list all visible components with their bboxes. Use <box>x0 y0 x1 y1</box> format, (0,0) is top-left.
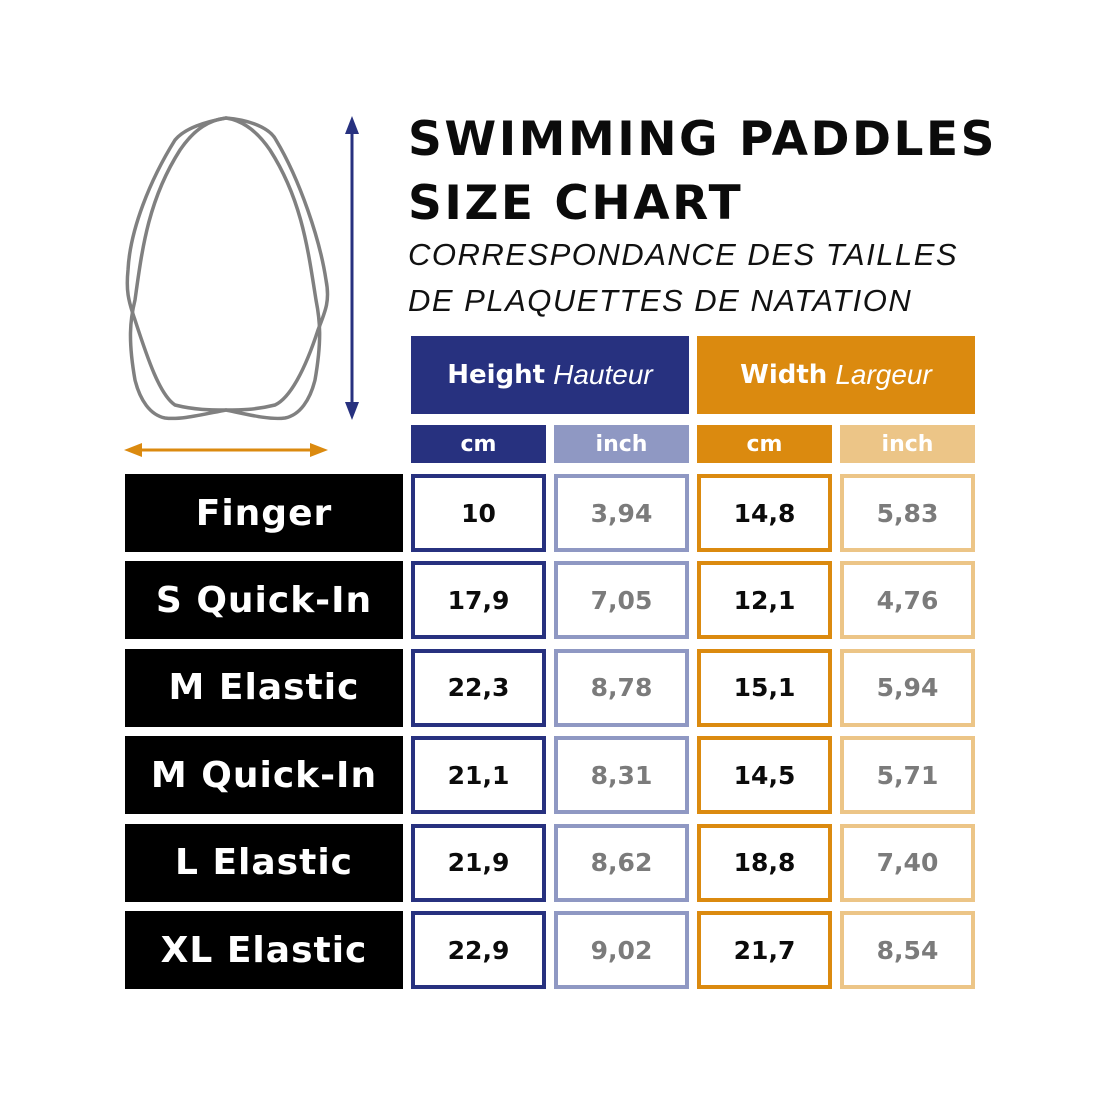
cell-width-inch: 4,76 <box>840 561 975 640</box>
header-height-fr: Hauteur <box>553 359 653 390</box>
size-label: Finger <box>125 474 403 552</box>
cell-height-cm: 22,9 <box>411 911 546 989</box>
cell-width-cm: 18,8 <box>697 823 832 902</box>
paddle-outline-icon <box>125 116 322 421</box>
cell-width-cm: 14,5 <box>697 736 832 815</box>
cell-width-cm: 14,8 <box>697 474 832 552</box>
cell-height-cm: 22,3 <box>411 648 546 727</box>
cell-width-cm: 12,1 <box>697 561 832 640</box>
cell-height-cm: 10 <box>411 474 546 552</box>
chart-subtitle: CORRESPONDANCE DES TAILLES DE PLAQUETTES… <box>408 232 958 324</box>
cell-height-inch: 8,78 <box>554 648 689 727</box>
subtitle-line: DE PLAQUETTES DE NATATION <box>408 283 913 318</box>
size-label: M Quick-In <box>125 736 403 815</box>
chart-title: SWIMMING PADDLES SIZE CHART <box>408 108 997 236</box>
vertical-double-arrow-icon <box>345 116 359 420</box>
horizontal-double-arrow-icon <box>124 443 328 457</box>
cell-width-inch: 5,71 <box>840 736 975 815</box>
cell-width-inch: 8,54 <box>840 911 975 989</box>
cell-width-inch: 7,40 <box>840 823 975 902</box>
cell-width-inch: 5,94 <box>840 648 975 727</box>
size-label: XL Elastic <box>125 911 403 989</box>
subheader-width-inch: inch <box>840 425 975 463</box>
size-label: M Elastic <box>125 648 403 727</box>
header-width-fr: Largeur <box>835 359 932 390</box>
title-line: SIZE CHART <box>408 176 744 231</box>
cell-height-inch: 3,94 <box>554 474 689 552</box>
subheader-height-inch: inch <box>554 425 689 463</box>
cell-height-inch: 7,05 <box>554 561 689 640</box>
cell-height-inch: 9,02 <box>554 911 689 989</box>
header-height: Height Hauteur <box>411 336 689 414</box>
size-label: L Elastic <box>125 823 403 902</box>
cell-height-cm: 21,9 <box>411 823 546 902</box>
size-label: S Quick-In <box>125 561 403 640</box>
header-width: Width Largeur <box>697 336 975 414</box>
subheader-height-cm: cm <box>411 425 546 463</box>
header-height-en: Height <box>447 360 546 390</box>
header-width-en: Width <box>740 360 828 390</box>
title-line: SWIMMING PADDLES <box>408 112 997 167</box>
cell-width-cm: 21,7 <box>697 911 832 989</box>
subtitle-line: CORRESPONDANCE DES TAILLES <box>408 237 959 272</box>
cell-width-cm: 15,1 <box>697 648 832 727</box>
cell-height-inch: 8,62 <box>554 823 689 902</box>
cell-width-inch: 5,83 <box>840 474 975 552</box>
paddle-illustration <box>124 116 359 457</box>
cell-height-cm: 17,9 <box>411 561 546 640</box>
cell-height-cm: 21,1 <box>411 736 546 815</box>
cell-height-inch: 8,31 <box>554 736 689 815</box>
subheader-width-cm: cm <box>697 425 832 463</box>
